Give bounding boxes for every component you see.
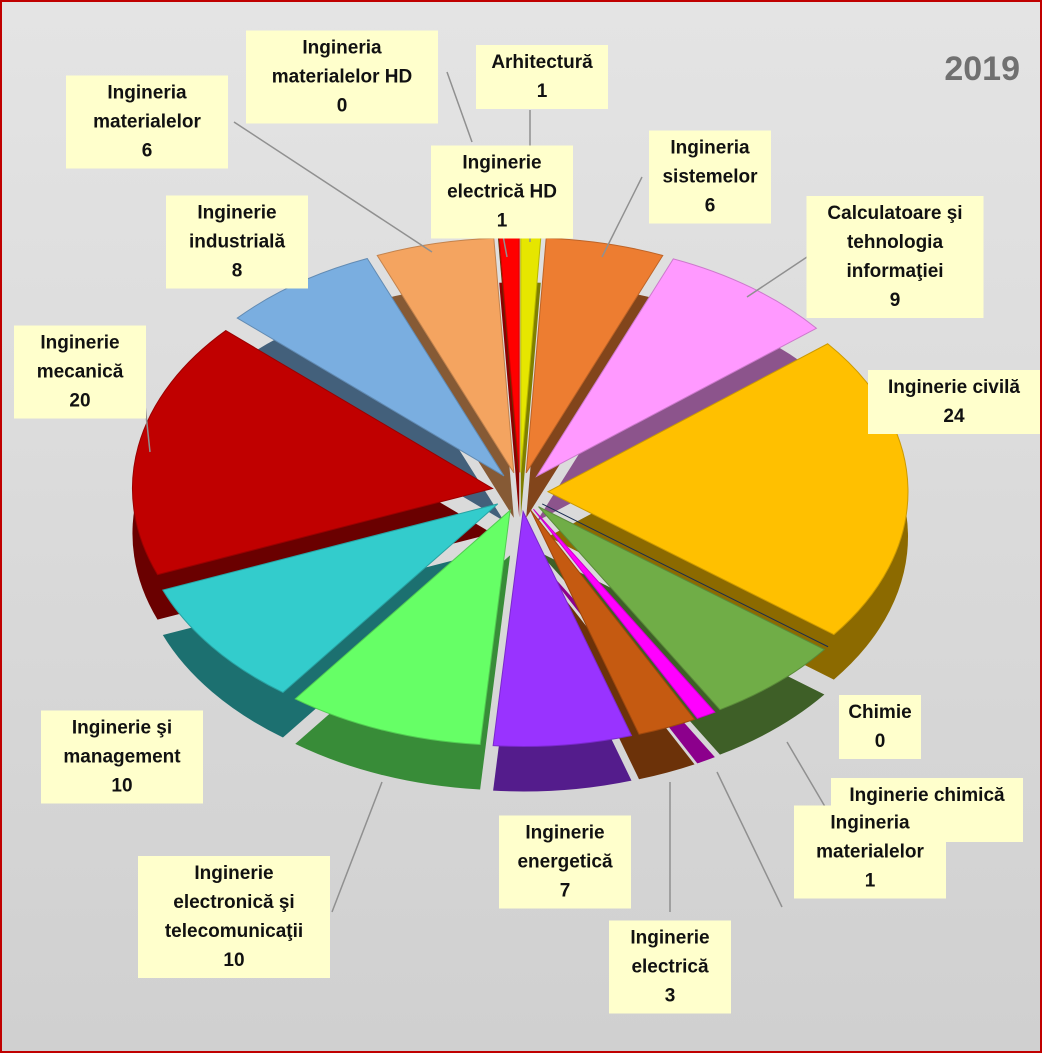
category-label: Ingineria materialelor [93, 82, 201, 133]
category-label: Inginerie mecanică [36, 332, 124, 383]
data-label: Inginerie energetică 7 [499, 815, 631, 909]
slice [546, 343, 909, 636]
category-label: Calculatoare şi tehnologia informaţiei [827, 203, 963, 282]
data-label: Inginerie industrială 8 [166, 195, 308, 289]
data-label: Inginerie şi management 10 [41, 710, 203, 804]
data-label: Chimie 0 [839, 695, 921, 759]
leader-line [786, 741, 828, 811]
value-label: 3 [664, 985, 676, 1007]
data-label: Inginerie civilă 24 [868, 370, 1040, 434]
data-label: Inginerie mecanică 20 [14, 325, 146, 419]
data-label: Ingineria sistemelor 6 [649, 130, 771, 224]
slice [530, 509, 696, 735]
data-label: Arhitectură 1 [476, 45, 608, 109]
category-label: Inginerie electronică şi telecomunicaţii [164, 863, 304, 942]
data-label: Ingineria materialelor 1 [794, 805, 946, 899]
value-label: 7 [559, 880, 571, 902]
leader-line [331, 781, 383, 913]
chart-title: 2019 [944, 50, 1020, 88]
value-label: 20 [69, 390, 91, 412]
value-label: 1 [864, 870, 876, 892]
category-label: Inginerie energetică [517, 822, 613, 873]
category-label: Inginerie civilă [888, 377, 1020, 398]
category-label: Inginerie chimică [849, 785, 1005, 806]
slice [294, 509, 511, 746]
value-label: 8 [231, 260, 243, 282]
value-label: 24 [943, 406, 965, 427]
data-label: Inginerie electronică şi telecomunicaţii… [138, 856, 330, 978]
leader-line [746, 256, 808, 298]
category-label: Inginerie şi management [63, 717, 181, 768]
data-label: Ingineria materialelor HD 0 [246, 30, 438, 124]
value-label: 10 [111, 775, 133, 797]
slice [131, 329, 494, 576]
leader-line [716, 771, 783, 908]
value-label: 1 [496, 210, 508, 232]
leader-line [446, 71, 473, 143]
leader-line [601, 176, 643, 258]
slice [535, 258, 818, 478]
slice [538, 506, 826, 711]
value-label: 1 [536, 81, 548, 102]
category-label: Ingineria materialelor [816, 812, 924, 863]
slice [542, 503, 829, 648]
category-label: Inginerie electrică HD [447, 152, 557, 203]
category-label: Chimie [848, 702, 912, 723]
data-label: Inginerie electrică 3 [609, 920, 731, 1014]
value-label: 6 [704, 195, 716, 217]
value-label: 9 [889, 290, 901, 311]
slice [533, 508, 716, 720]
value-label: 0 [336, 95, 348, 117]
data-label: Ingineria materialelor 6 [66, 75, 228, 169]
category-label: Inginerie electrică [630, 927, 710, 978]
data-label: Inginerie electrică HD 1 [431, 145, 573, 239]
slice [162, 503, 499, 694]
category-label: Arhitectură [491, 52, 593, 73]
value-label: 6 [141, 140, 153, 162]
leader-line [233, 121, 433, 253]
category-label: Ingineria sistemelor [662, 137, 758, 188]
value-label: 10 [223, 950, 245, 971]
category-label: Inginerie industrială [188, 202, 286, 253]
category-label: Ingineria materialelor HD [271, 37, 413, 88]
value-label: 0 [874, 731, 886, 752]
slice [492, 509, 633, 747]
data-label: Calculatoare şi tehnologia informaţiei 9 [806, 196, 984, 318]
